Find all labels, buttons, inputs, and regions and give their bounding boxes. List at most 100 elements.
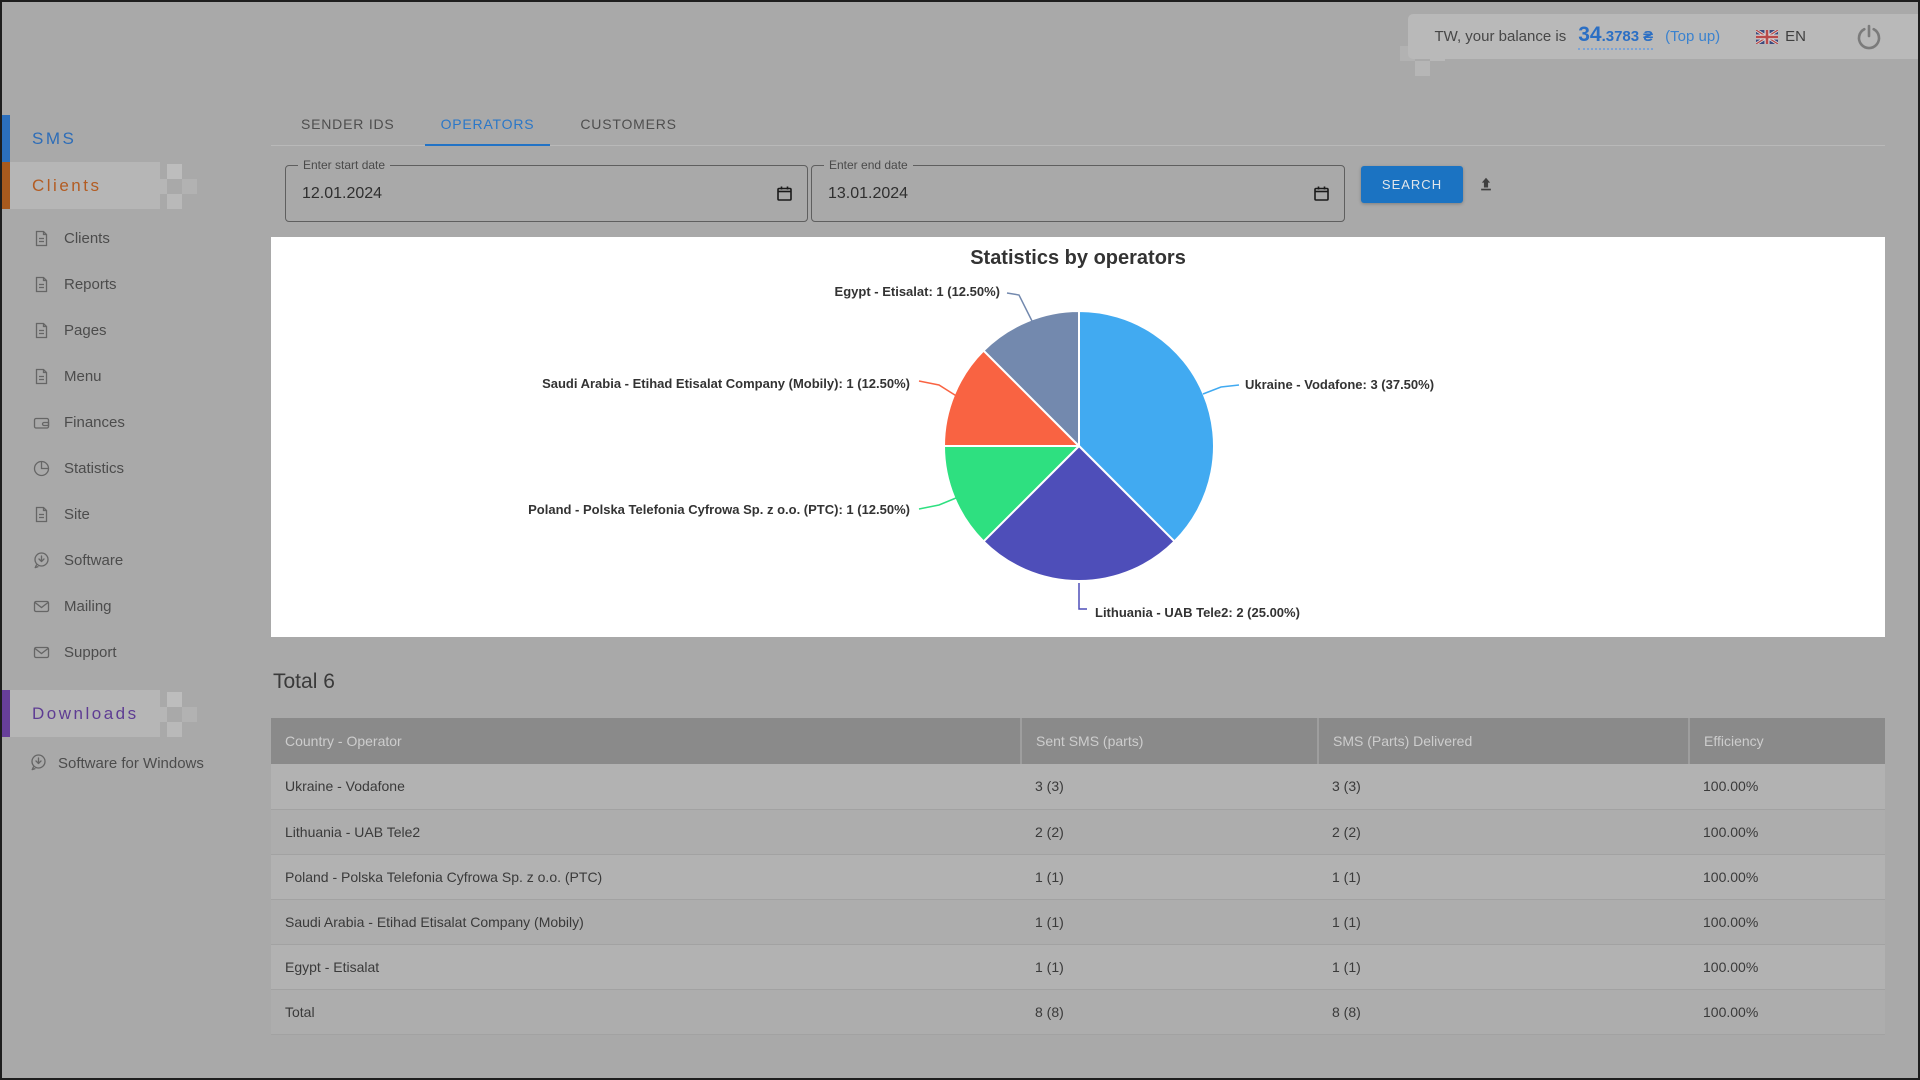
table-row: Ukraine - Vodafone 3 (3) 3 (3) 100.00%: [271, 764, 1885, 809]
document-icon: [33, 322, 50, 339]
pie-label-egypt: Egypt - Etisalat: 1 (12.50%): [835, 284, 1000, 299]
sidebar-section-label: Downloads: [32, 704, 139, 724]
end-date-field[interactable]: Enter end date 13.01.2024: [811, 165, 1345, 222]
envelope-icon: [33, 644, 50, 661]
start-date-field[interactable]: Enter start date 12.01.2024: [285, 165, 808, 222]
sidebar-item-software-for-windows[interactable]: Software for Windows: [2, 750, 212, 777]
cell-country: Ukraine - Vodafone: [271, 764, 1021, 809]
sidebar-item-support[interactable]: Support: [2, 629, 271, 675]
calendar-icon[interactable]: [1313, 185, 1330, 202]
sidebar-item-label: Pages: [64, 322, 107, 339]
sidebar-item-site[interactable]: Site: [2, 491, 271, 537]
pie-label-poland: Poland - Polska Telefonia Cyfrowa Sp. z …: [528, 502, 910, 517]
sidebar-section-label: Clients: [32, 176, 101, 196]
download-icon: [30, 754, 47, 771]
cell-delivered: 1 (1): [1318, 899, 1689, 944]
cell-delivered: 1 (1): [1318, 854, 1689, 899]
sidebar-item-label: Software: [64, 552, 123, 569]
sms-accent-bar: [2, 115, 10, 162]
cell-delivered: 2 (2): [1318, 809, 1689, 854]
cell-delivered: 3 (3): [1318, 764, 1689, 809]
upload-icon: [1477, 171, 1495, 197]
search-button[interactable]: SEARCH: [1361, 166, 1463, 203]
cell-country: Egypt - Etisalat: [271, 944, 1021, 989]
cell-sent: 2 (2): [1021, 809, 1318, 854]
sidebar-item-finances[interactable]: Finances: [2, 399, 271, 445]
sidebar-section-label: SMS: [32, 129, 76, 149]
downloads-accent-bar: [2, 690, 10, 737]
table-row: Egypt - Etisalat 1 (1) 1 (1) 100.00%: [271, 944, 1885, 989]
start-date-label: Enter start date: [298, 158, 390, 172]
sidebar-item-software[interactable]: Software: [2, 537, 271, 583]
cell-country: Saudi Arabia - Etihad Etisalat Company (…: [271, 899, 1021, 944]
total-count: Total 6: [273, 670, 335, 694]
cell-efficiency: 100.00%: [1689, 809, 1885, 854]
cell-sent: 1 (1): [1021, 944, 1318, 989]
column-header-sent-sms: Sent SMS (parts): [1021, 718, 1318, 764]
table-row: Saudi Arabia - Etihad Etisalat Company (…: [271, 899, 1885, 944]
start-date-value[interactable]: 12.01.2024: [302, 185, 776, 203]
operators-table: Country - Operator Sent SMS (parts) SMS …: [271, 718, 1885, 1035]
cell-country: Poland - Polska Telefonia Cyfrowa Sp. z …: [271, 854, 1021, 899]
cell-delivered: 8 (8): [1318, 989, 1689, 1034]
sidebar-item-label: Support: [64, 644, 117, 661]
sidebar-item-clients[interactable]: Clients: [2, 215, 271, 261]
pie-chart-icon: [33, 460, 50, 477]
table-row: Poland - Polska Telefonia Cyfrowa Sp. z …: [271, 854, 1885, 899]
document-icon: [33, 368, 50, 385]
sidebar-item-label: Site: [64, 506, 90, 523]
main-content: SENDER IDS OPERATORS CUSTOMERS Enter sta…: [271, 2, 1885, 1080]
download-icon: [33, 552, 50, 569]
pixel-decoration: [152, 692, 167, 707]
cell-sent: 3 (3): [1021, 764, 1318, 809]
column-header-efficiency: Efficiency: [1689, 718, 1885, 764]
sidebar-item-label: Software for Windows: [58, 755, 204, 772]
calendar-icon[interactable]: [776, 185, 793, 202]
table-header-row: Country - Operator Sent SMS (parts) SMS …: [271, 718, 1885, 764]
document-icon: [33, 230, 50, 247]
cell-efficiency: 100.00%: [1689, 854, 1885, 899]
sidebar-item-reports[interactable]: Reports: [2, 261, 271, 307]
cell-efficiency: 100.00%: [1689, 764, 1885, 809]
tab-operators[interactable]: OPERATORS: [425, 116, 551, 146]
pixel-decoration: [152, 164, 167, 179]
envelope-icon: [33, 598, 50, 615]
app-window: TW, your balance is 34 .3783 ₴ (Top up) …: [0, 0, 1920, 1080]
clients-accent-bar: [2, 162, 10, 209]
sidebar-item-statistics[interactable]: Statistics: [2, 445, 271, 491]
document-icon: [33, 276, 50, 293]
sidebar-item-menu[interactable]: Menu: [2, 353, 271, 399]
cell-sent: 1 (1): [1021, 854, 1318, 899]
column-header-delivered: SMS (Parts) Delivered: [1318, 718, 1689, 764]
cell-country: Total: [271, 989, 1021, 1034]
document-icon: [33, 506, 50, 523]
sidebar-clients-menu: Clients Reports Pages Menu Finances Stat…: [2, 215, 271, 675]
cell-efficiency: 100.00%: [1689, 989, 1885, 1034]
pie-label-saudi: Saudi Arabia - Etihad Etisalat Company (…: [542, 376, 910, 391]
cell-sent: 1 (1): [1021, 899, 1318, 944]
column-header-country-operator: Country - Operator: [271, 718, 1021, 764]
pie-label-lithuania: Lithuania - UAB Tele2: 2 (25.00%): [1095, 605, 1300, 620]
sidebar-item-mailing[interactable]: Mailing: [2, 583, 271, 629]
chart-panel: Statistics by operators Ukraine - Vodafo…: [271, 237, 1885, 637]
cell-delivered: 1 (1): [1318, 944, 1689, 989]
wallet-icon: [33, 414, 50, 431]
sidebar-item-pages[interactable]: Pages: [2, 307, 271, 353]
export-button[interactable]: [1471, 168, 1501, 200]
pie-chart: [271, 237, 1885, 637]
cell-efficiency: 100.00%: [1689, 899, 1885, 944]
sidebar: SMS Clients Clients Reports Pages: [2, 2, 271, 1080]
sidebar-section-sms[interactable]: SMS: [2, 115, 76, 162]
cell-country: Lithuania - UAB Tele2: [271, 809, 1021, 854]
tab-sender-ids[interactable]: SENDER IDS: [285, 116, 411, 146]
tab-bar: SENDER IDS OPERATORS CUSTOMERS: [271, 106, 1885, 146]
table-row: Lithuania - UAB Tele2 2 (2) 2 (2) 100.00…: [271, 809, 1885, 854]
sidebar-item-label: Menu: [64, 368, 102, 385]
tab-customers[interactable]: CUSTOMERS: [564, 116, 692, 146]
cell-sent: 8 (8): [1021, 989, 1318, 1034]
sidebar-section-downloads[interactable]: Downloads: [2, 690, 139, 737]
sidebar-section-clients[interactable]: Clients: [2, 162, 101, 209]
sidebar-item-label: Reports: [64, 276, 117, 293]
sidebar-item-label: Mailing: [64, 598, 112, 615]
end-date-value[interactable]: 13.01.2024: [828, 185, 1313, 203]
